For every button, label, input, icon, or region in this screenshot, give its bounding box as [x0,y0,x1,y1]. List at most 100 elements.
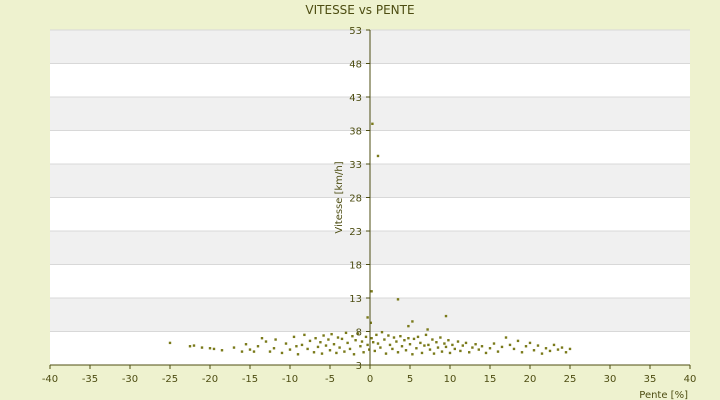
data-point [556,348,560,351]
data-point [335,351,338,355]
data-point [500,345,504,349]
data-point [284,342,288,345]
data-point [532,349,536,352]
x-tick-label: 30 [604,374,617,385]
x-tick-label: -40 [42,374,58,385]
data-point [303,333,306,337]
data-point [328,349,332,352]
data-point [548,349,552,353]
data-point [416,335,420,339]
x-tick-label: -5 [325,374,335,385]
x-tick-labels: -40 -35 -30 -25 -20 -15 -10 -5 0 5 10 15 20 25 30 35 40 [42,365,696,385]
data-point [443,342,446,345]
data-point [371,122,374,125]
x-axis-label: Pente [%] [639,390,688,400]
data-point [292,335,296,339]
data-point [220,349,224,352]
data-point [316,345,320,349]
data-point [428,348,432,351]
y-tick-label: 18 [349,261,362,272]
data-point [411,353,414,356]
data-point [244,343,248,346]
data-point [403,339,406,342]
data-point [436,346,440,349]
x-tick-label: -30 [122,374,138,385]
data-point [344,331,348,335]
data-point [404,349,408,352]
y-tick-label: 28 [349,194,362,205]
data-point [504,336,508,339]
y-tick-label: 3 [356,361,362,372]
data-point [560,346,564,349]
data-point [351,334,354,338]
data-point [272,347,276,350]
data-point [411,320,414,323]
data-point [396,351,400,354]
data-point [356,332,360,335]
data-point [366,343,369,347]
data-point [370,290,373,293]
data-point [359,345,362,348]
data-point [424,333,428,337]
x-tick-label: 20 [524,374,537,385]
data-point [368,348,371,351]
data-point [552,343,556,347]
data-point [360,340,364,343]
data-point [408,343,412,346]
data-point [388,343,392,347]
data-point [496,350,500,353]
data-point [471,346,474,349]
data-point [330,332,333,336]
data-point [407,337,410,340]
data-point [444,314,448,318]
x-tick-label: 10 [444,374,457,385]
data-point [536,344,540,347]
data-point [474,343,477,346]
x-tick-label: -15 [242,374,258,385]
data-point [252,350,256,353]
data-point [396,298,400,301]
data-point [447,339,450,342]
data-point [488,347,492,350]
data-point [392,336,396,339]
x-tick-label: -20 [202,374,218,385]
data-point [274,338,277,341]
data-point [459,349,462,353]
data-point [295,345,298,348]
y-tick-label: 8 [356,328,362,339]
data-point [484,351,488,355]
data-point [524,345,528,348]
data-point [564,351,568,354]
data-point [540,352,544,355]
data-point [468,351,471,354]
data-point [384,352,388,355]
data-point [508,343,512,347]
data-point [448,351,452,355]
y-tick-label: 38 [349,127,362,138]
data-point [440,350,444,353]
x-tick-label: -35 [82,374,98,385]
data-point [200,346,204,349]
data-point [464,341,468,345]
data-point [427,343,430,347]
x-tick-label: 0 [367,374,373,385]
y-tick-label: 48 [349,60,362,71]
data-point [407,324,410,328]
data-point [380,330,384,334]
data-point [366,316,369,319]
chart-title: VITESSE vs PENTE [305,3,414,17]
data-point [492,342,496,345]
y-tick-label: 13 [349,294,362,305]
data-point [477,348,480,351]
data-point [256,345,260,348]
data-point [338,346,341,349]
x-tick-label: 5 [407,374,413,385]
data-point [373,349,376,353]
x-tick-label: 35 [644,374,657,385]
data-point [212,347,216,351]
data-point [306,347,309,351]
data-point [400,345,404,348]
y-axis-label: Vitesse [km/h] [334,161,345,233]
